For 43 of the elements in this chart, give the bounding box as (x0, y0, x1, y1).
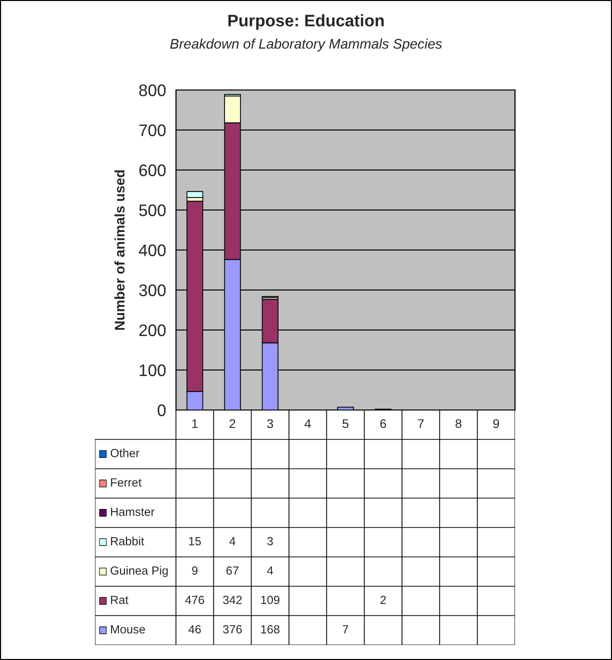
chart-title: Purpose: Education (228, 14, 384, 30)
x-tick-label: 1 (192, 419, 198, 428)
y-tick-label: 200 (139, 324, 166, 336)
data-label: 7 (342, 625, 348, 634)
x-tick-label: 4 (304, 419, 311, 428)
data-label: 376 (223, 625, 242, 634)
y-tick-label: 400 (138, 244, 166, 256)
x-tick-label: 5 (342, 419, 348, 428)
chart-subtitle: Breakdown of Laboratory Mammals Species (170, 38, 442, 52)
data-label: 4 (267, 566, 274, 575)
data-label: 4 (229, 537, 236, 546)
legend-label: Rat (111, 596, 128, 604)
data-label: 2 (380, 596, 386, 604)
legend-label: Guinea Pig (110, 566, 168, 578)
y-tick-label: 500 (139, 204, 166, 216)
x-tick-label: 2 (230, 419, 236, 428)
legend-label: Other (110, 448, 140, 458)
y-tick-label: 0 (158, 404, 166, 416)
bar (186, 191, 204, 198)
data-label: 342 (223, 596, 242, 604)
data-label: 3 (267, 536, 273, 546)
data-label: 476 (185, 596, 204, 604)
y-axis-title: Number of animals used (114, 170, 125, 330)
y-tick-label: 700 (139, 124, 166, 136)
x-tick-label: 7 (418, 419, 424, 428)
x-tick-label: 3 (267, 419, 274, 428)
x-tick-label: 8 (456, 419, 462, 428)
legend-label: Hamster (111, 508, 154, 516)
data-label: 15 (189, 537, 201, 546)
data-label: 109 (261, 596, 280, 604)
data-label: 168 (261, 625, 280, 634)
y-tick-label: 800 (139, 84, 166, 96)
x-tick-label: 9 (493, 419, 500, 428)
y-tick-label: 300 (139, 284, 166, 296)
legend-label: Rabbit (111, 536, 144, 546)
legend-label: Mouse (111, 625, 145, 634)
data-label: 46 (188, 625, 201, 634)
y-tick-label: 600 (139, 164, 166, 176)
legend-label: Ferret (111, 478, 142, 487)
data-label: 67 (226, 566, 238, 575)
x-tick-label: 6 (380, 419, 386, 428)
data-label: 9 (192, 566, 198, 575)
y-tick-label: 100 (140, 364, 166, 376)
